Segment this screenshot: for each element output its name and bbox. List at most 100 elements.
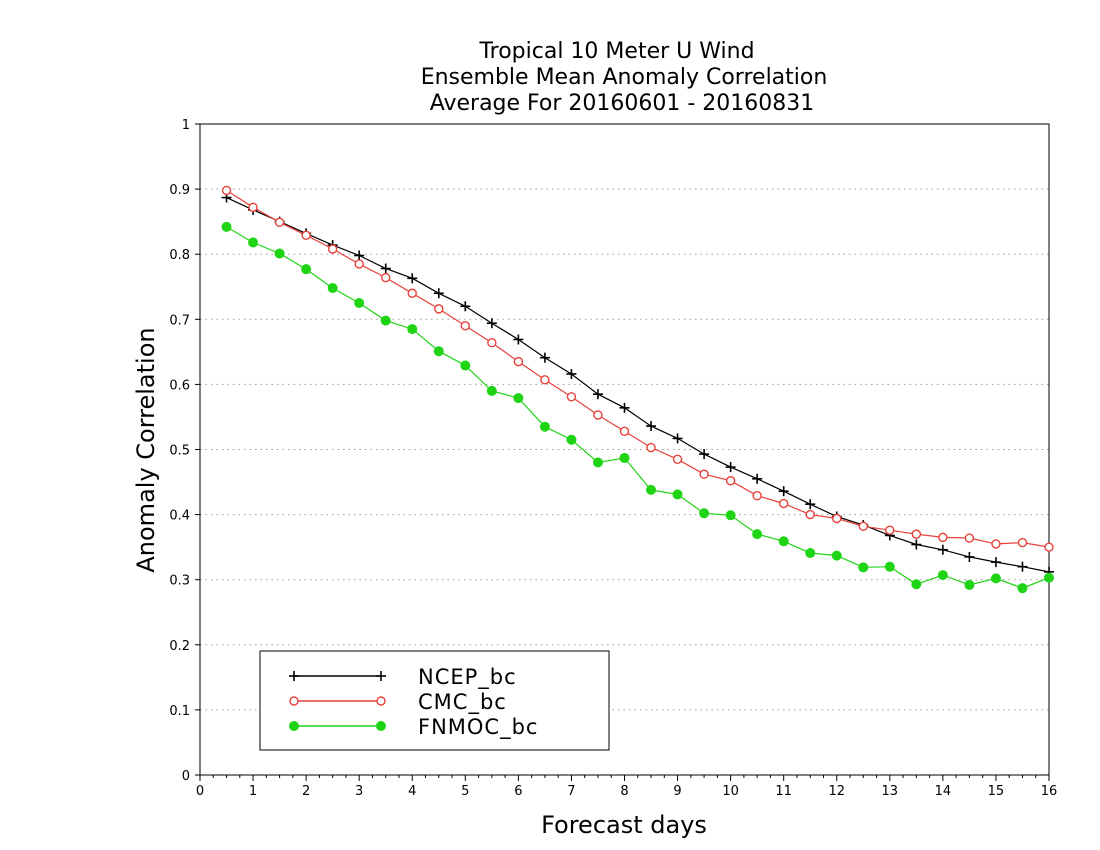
y-tick-label: 0.7	[169, 313, 190, 328]
point-filled-circle	[990, 573, 1001, 584]
point-filled-circle	[513, 393, 524, 404]
y-tick-label: 0.1	[169, 704, 190, 719]
point-filled-circle	[672, 489, 683, 500]
point-open-circle	[274, 217, 285, 228]
point-plus-marker	[592, 389, 603, 400]
point-open-circle	[513, 356, 524, 367]
point-plus-marker	[672, 433, 683, 444]
point-open-circle	[434, 304, 444, 314]
grid-lines	[200, 188, 1049, 711]
point-filled-circle	[884, 561, 895, 572]
point-filled-circle	[752, 529, 763, 540]
point-plus-marker	[778, 486, 789, 497]
legend-label: FNMOC_bc	[418, 715, 538, 740]
point-filled-circle	[407, 324, 418, 335]
point-open-circle	[911, 529, 922, 539]
point-plus-marker	[752, 473, 763, 484]
point-filled-circle	[274, 248, 285, 259]
point-plus-marker	[539, 352, 550, 363]
point-filled-circle	[858, 562, 869, 573]
point-open-circle	[938, 532, 948, 543]
chart-title: Tropical 10 Meter U Wind Ensemble Mean A…	[421, 39, 828, 116]
point-open-circle	[289, 696, 299, 706]
point-plus-marker	[646, 421, 657, 432]
point-filled-circle	[486, 385, 497, 396]
point-open-circle	[991, 539, 1001, 549]
point-plus-marker	[513, 334, 524, 345]
point-plus-marker	[990, 557, 1001, 568]
point-plus-marker	[1017, 561, 1028, 572]
point-filled-circle	[646, 484, 657, 495]
x-tick-label: 1	[249, 784, 257, 799]
legend-entry-CMC_bc: CMC_bc	[289, 690, 506, 715]
point-open-circle	[248, 202, 258, 213]
point-open-circle	[301, 230, 311, 241]
point-plus-marker	[354, 250, 365, 261]
point-open-circle	[460, 321, 471, 331]
point-open-circle	[725, 476, 736, 486]
legend-label: NCEP_bc	[418, 665, 517, 690]
point-open-circle	[1044, 542, 1054, 552]
point-open-circle	[699, 469, 709, 479]
point-open-circle	[593, 410, 603, 420]
point-filled-circle	[619, 452, 630, 463]
point-filled-circle	[248, 237, 259, 248]
point-open-circle	[832, 513, 842, 524]
y-tick-label: 0.4	[169, 509, 190, 524]
x-tick-label: 16	[1041, 784, 1058, 799]
x-tick-label: 6	[514, 784, 522, 799]
point-open-circle	[327, 244, 338, 254]
point-open-circle	[376, 696, 386, 706]
series-layer	[221, 185, 1054, 594]
point-plus-marker	[566, 368, 577, 379]
x-tick-label: 11	[775, 784, 792, 799]
point-filled-circle	[566, 434, 577, 445]
point-filled-circle	[831, 550, 842, 561]
series-line	[226, 197, 1050, 573]
point-open-circle	[1017, 537, 1028, 548]
y-tick-label: 0.3	[169, 574, 190, 589]
point-plus-marker	[376, 671, 386, 681]
point-plus-marker	[433, 288, 444, 299]
series-FNMOC_bc	[221, 221, 1054, 594]
point-filled-circle	[911, 579, 922, 590]
series-NCEP_bc	[221, 192, 1054, 577]
axes: 00.10.20.30.40.50.60.70.80.910 1 2 3 4 5 6 7 8 9 1…	[169, 118, 1057, 799]
point-open-circle	[221, 185, 232, 196]
y-tick-label: 0.8	[169, 248, 190, 263]
point-filled-circle	[937, 570, 948, 581]
y-tick-label: 1	[182, 118, 190, 133]
x-tick-label: 2	[302, 784, 310, 799]
title-line-1: Tropical 10 Meter U Wind	[478, 39, 754, 64]
point-open-circle	[619, 426, 630, 436]
series-line	[226, 226, 1050, 589]
point-open-circle	[407, 288, 417, 298]
point-open-circle	[354, 259, 364, 269]
point-plus-marker	[937, 544, 948, 555]
point-plus-marker	[460, 301, 471, 312]
point-filled-circle	[725, 510, 736, 521]
x-tick-label: 12	[828, 784, 845, 799]
point-plus-marker	[289, 671, 299, 681]
point-open-circle	[778, 498, 789, 509]
point-filled-circle	[539, 421, 550, 432]
point-open-circle	[805, 509, 815, 520]
point-filled-circle	[699, 508, 710, 519]
point-plus-marker	[964, 551, 975, 562]
x-tick-label: 15	[988, 784, 1005, 799]
x-tick-label: 13	[882, 784, 899, 799]
point-filled-circle	[1044, 572, 1054, 583]
point-plus-marker	[486, 318, 497, 329]
point-plus-marker	[911, 539, 922, 550]
x-tick-label: 14	[935, 784, 952, 799]
x-tick-label: 0	[196, 784, 204, 799]
point-filled-circle	[592, 457, 603, 468]
x-tick-label: 3	[355, 784, 363, 799]
y-tick-label: 0.9	[169, 183, 190, 198]
point-filled-circle	[301, 264, 312, 275]
point-filled-circle	[778, 536, 789, 547]
y-tick-label: 0.5	[169, 444, 190, 459]
point-plus-marker	[619, 402, 630, 413]
